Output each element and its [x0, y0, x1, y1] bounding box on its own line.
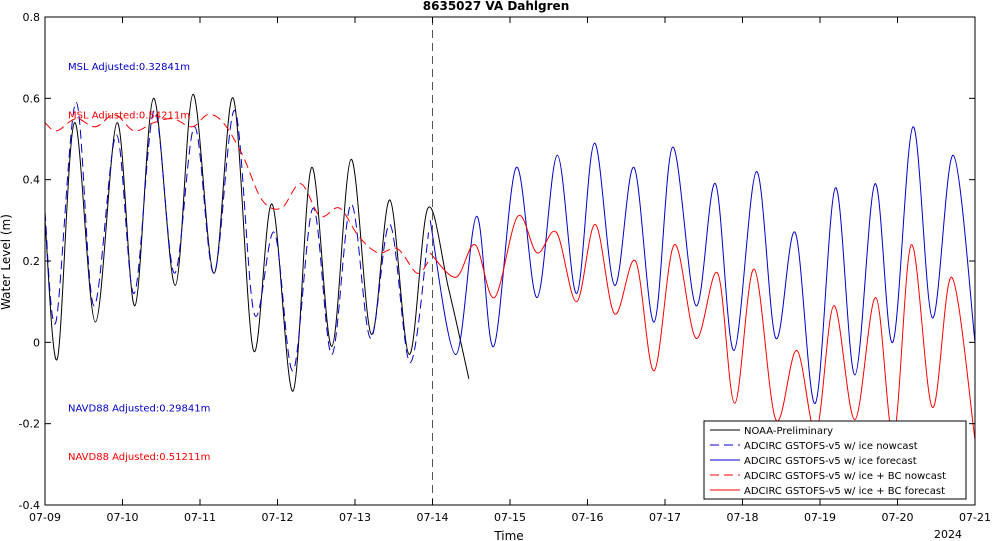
series-line-5	[429, 215, 975, 440]
legend-entry: ADCIRC GSTOFS-v5 w/ ice nowcast	[744, 441, 918, 452]
x-tick-label: 07-10	[107, 511, 139, 524]
annotation-label: NAVD88 Adjusted:0.51211m	[68, 452, 210, 463]
legend-entry: ADCIRC GSTOFS-v5 w/ ice + BC forecast	[744, 486, 945, 497]
x-axis-label: Time	[493, 529, 523, 541]
y-tick-label: 0.2	[23, 255, 41, 268]
series-line-2	[45, 101, 430, 372]
x-tick-label: 07-21	[959, 511, 991, 524]
y-tick-label: 0	[33, 336, 40, 349]
y-tick-label: 0.4	[23, 174, 41, 187]
x-tick-label: 07-15	[494, 511, 526, 524]
legend-box	[703, 420, 967, 500]
chart-title: 8635027 VA Dahlgren	[423, 0, 569, 13]
y-tick-label: -0.2	[19, 418, 40, 431]
series-line-4	[45, 113, 430, 274]
x-tick-label: 07-17	[649, 511, 681, 524]
y-tick-label: -0.4	[19, 499, 40, 512]
series-line-3	[429, 126, 975, 404]
x-tick-label: 07-12	[262, 511, 294, 524]
x-tick-label: 07-18	[727, 511, 759, 524]
x-tick-label: 07-14	[417, 511, 449, 524]
y-axis-label: Water Level (m)	[0, 214, 13, 310]
annotation-label: MSL Adjusted:0.32841m	[68, 62, 190, 73]
plot-layer	[45, 93, 975, 440]
x-tick-label: 07-13	[339, 511, 371, 524]
series-line-1	[45, 93, 470, 392]
y-tick-label: 0.6	[23, 92, 41, 105]
annotation-label: NAVD88 Adjusted:0.29841m	[68, 403, 210, 414]
legend-entry: NOAA-Preliminary	[744, 426, 833, 437]
annotation-label: MSL Adjusted:0.54211m	[68, 111, 190, 122]
axes-layer: 07-09 07-10 07-11 07-12 07-13 07-14 07-15 07-16…	[19, 11, 991, 524]
year-label: 2024	[934, 528, 962, 541]
x-tick-label: 07-19	[804, 511, 836, 524]
legend: NOAA-Preliminary ADCIRC GSTOFS-v5 w/ ice …	[703, 420, 967, 500]
x-tick-label: 07-09	[29, 511, 61, 524]
y-tick-label: 0.8	[23, 11, 41, 24]
annotation-layer: MSL Adjusted:0.32841m MSL Adjusted:0.5421…	[68, 62, 210, 463]
legend-entry: ADCIRC GSTOFS-v5 w/ ice + BC nowcast	[744, 471, 946, 482]
x-tick-label: 07-20	[882, 511, 914, 524]
x-tick-label: 07-16	[572, 511, 604, 524]
x-tick-label: 07-11	[184, 511, 216, 524]
legend-entry: ADCIRC GSTOFS-v5 w/ ice forecast	[744, 456, 917, 467]
